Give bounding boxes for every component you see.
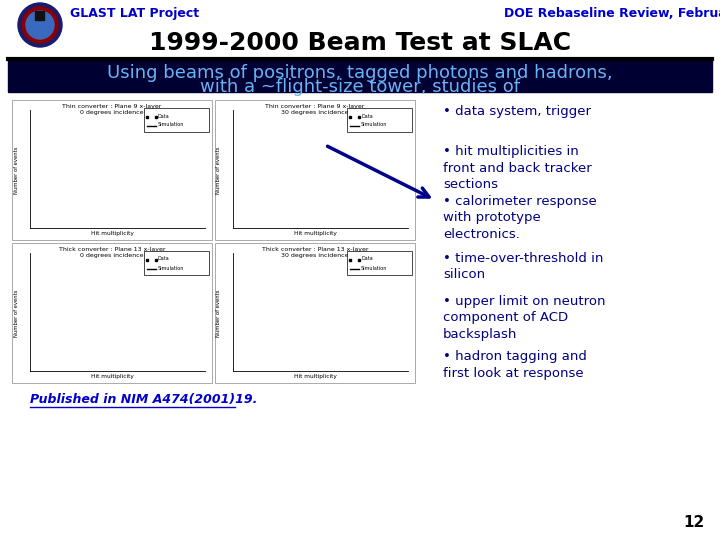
Text: Hit multiplicity: Hit multiplicity: [91, 374, 133, 379]
Text: Simulation: Simulation: [361, 123, 387, 127]
Text: with a ~flight-size tower, studies of: with a ~flight-size tower, studies of: [200, 78, 520, 96]
Text: Thin converter : Plane 9 x-layer
30 degrees incidence: Thin converter : Plane 9 x-layer 30 degr…: [265, 104, 365, 115]
Text: Hit multiplicity: Hit multiplicity: [294, 231, 336, 236]
Circle shape: [18, 3, 62, 47]
Text: 12: 12: [684, 515, 705, 530]
Bar: [215, 100, 415, 240]
Text: Number of events: Number of events: [14, 289, 19, 337]
Text: Using beams of positrons, tagged photons and hadrons,: Using beams of positrons, tagged photons…: [107, 64, 613, 82]
Text: Published in NIM A474(2001)19.: Published in NIM A474(2001)19.: [30, 394, 257, 407]
Text: Number of events: Number of events: [217, 146, 222, 194]
Text: • time-over-threshold in
silicon: • time-over-threshold in silicon: [443, 252, 603, 281]
Text: Data: Data: [361, 113, 373, 118]
Text: Simulation: Simulation: [158, 266, 184, 271]
Bar: [12, 243, 212, 383]
Text: • data system, trigger: • data system, trigger: [443, 105, 591, 118]
Circle shape: [22, 7, 58, 43]
Text: Simulation: Simulation: [158, 123, 184, 127]
Text: Simulation: Simulation: [361, 266, 387, 271]
Text: Data: Data: [361, 256, 373, 261]
Text: Number of events: Number of events: [217, 289, 222, 337]
Text: • hadron tagging and
first look at response: • hadron tagging and first look at respo…: [443, 350, 587, 380]
Text: Thick converter : Plane 13 x-layer
30 degrees incidence: Thick converter : Plane 13 x-layer 30 de…: [262, 247, 368, 258]
Text: Hit multiplicity: Hit multiplicity: [294, 374, 336, 379]
Bar: [35, 11, 44, 20]
Text: 1999-2000 Beam Test at SLAC: 1999-2000 Beam Test at SLAC: [149, 31, 571, 55]
Bar: [215, 243, 415, 383]
Text: • calorimeter response
with prototype
electronics.: • calorimeter response with prototype el…: [443, 195, 597, 241]
Bar: [12, 100, 212, 240]
Text: Data: Data: [158, 256, 170, 261]
Text: DOE Rebaseline Review, February 18, 2005: DOE Rebaseline Review, February 18, 2005: [503, 8, 720, 21]
Text: Number of events: Number of events: [14, 146, 19, 194]
Text: Thick converter : Plane 13 x-layer
0 degrees incidence: Thick converter : Plane 13 x-layer 0 deg…: [59, 247, 166, 258]
Text: • hit multiplicities in
front and back tracker
sections: • hit multiplicities in front and back t…: [443, 145, 592, 191]
Text: • upper limit on neutron
component of ACD
backsplash: • upper limit on neutron component of AC…: [443, 295, 606, 341]
Bar: [8, 59, 712, 92]
Bar: [144, 251, 209, 275]
Bar: [347, 108, 412, 132]
Text: Data: Data: [158, 113, 170, 118]
Text: GLAST LAT Project: GLAST LAT Project: [70, 8, 199, 21]
Text: Hit multiplicity: Hit multiplicity: [91, 231, 133, 236]
Text: Thin converter : Plane 9 x-layer
0 degrees incidence: Thin converter : Plane 9 x-layer 0 degre…: [63, 104, 162, 115]
Bar: [144, 108, 209, 132]
Circle shape: [26, 11, 54, 39]
Bar: [347, 251, 412, 275]
